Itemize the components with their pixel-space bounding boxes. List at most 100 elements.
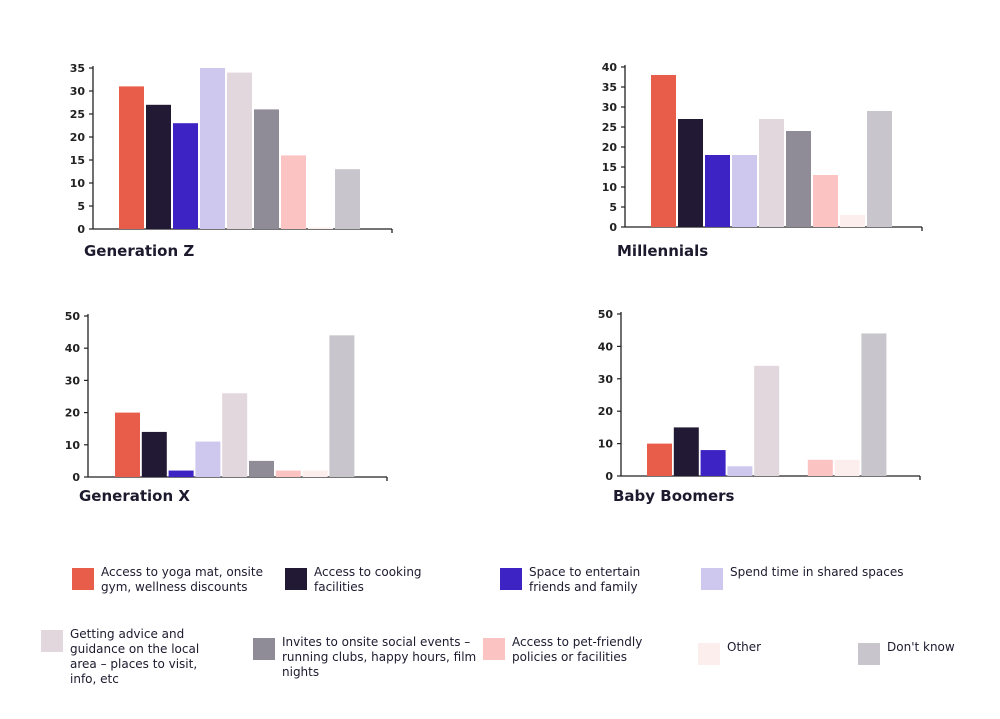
chart-title: Generation X [79,487,190,505]
y-tick-label: 50 [65,310,81,323]
bar-5 [759,119,784,227]
y-tick-label: 25 [602,121,617,134]
y-tick-label: 35 [602,81,617,94]
legend-item-9: Don't know [858,640,978,665]
legend-swatch [701,568,723,590]
bar-1 [651,75,676,227]
bar-9 [335,169,360,229]
y-tick-label: 20 [70,131,86,144]
bar-2 [678,119,703,227]
y-tick-label: 0 [609,221,617,234]
chart-millennials: 0 5 10 15 20 25 30 35 40 Millennials [602,61,923,260]
bar-7 [807,459,833,476]
bar-1 [647,443,672,476]
legend-swatch [858,643,880,665]
bar-9 [867,111,892,227]
legend-label: Access to pet-friendly policies or facil… [512,635,643,664]
bar-7 [275,470,301,477]
y-tick-label: 30 [602,101,618,114]
y-tick-label: 0 [77,223,85,236]
y-tick-label: 10 [65,439,81,452]
y-tick-label: 5 [609,201,617,214]
y-tick-label: 10 [602,181,618,194]
y-tick-label: 35 [70,62,85,75]
chart-generation-z: 0 5 10 15 20 25 30 35 Generation Z [70,62,393,260]
bar-1 [119,86,144,230]
bar-7 [813,175,838,227]
y-tick-label: 40 [65,342,81,355]
bar-2 [673,427,699,476]
legend-swatch [72,568,94,590]
legend-item-4: Spend time in shared spaces [701,565,916,590]
bar-6 [249,460,274,477]
bar-4 [732,155,757,227]
legend-item-8: Other [698,640,818,665]
y-tick-label: 0 [605,470,613,483]
legend-item-6: Invites to onsite social events – runnin… [253,635,478,680]
legend-label: Getting advice and guidance on the local… [70,627,200,686]
y-tick-label: 30 [65,374,81,387]
y-tick-label: 40 [598,340,614,353]
bar-6 [254,109,279,229]
bar-9 [861,333,887,476]
bar-8 [834,459,860,476]
bar-3 [705,155,730,227]
bar-2 [146,104,171,229]
legend-item-3: Space to entertain friends and family [500,565,660,595]
y-tick-label: 40 [602,61,618,74]
bar-2 [141,431,167,477]
bar-8 [302,470,328,477]
y-tick-label: 30 [70,85,86,98]
legend-label: Other [727,640,762,654]
y-tick-label: 15 [70,154,85,167]
y-tick-label: 20 [65,407,81,420]
y-tick-label: 20 [602,141,618,154]
legend-item-1: Access to yoga mat, onsite gym, wellness… [72,565,272,595]
legend-swatch [41,630,63,652]
legend-label: Access to cooking facilities [314,565,422,594]
chart-baby-boomers: 0 10 20 30 40 50 Baby Boomers [598,308,921,505]
bar-5 [222,393,248,477]
legend-item-5: Getting advice and guidance on the local… [41,627,211,687]
y-tick-label: 30 [598,373,614,386]
bar-1 [115,412,140,477]
bar-3 [168,470,194,477]
chart-title: Generation Z [84,242,194,260]
bar-5 [227,72,252,229]
chart-title: Millennials [617,242,708,260]
bar-7 [281,155,306,229]
bar-8 [308,227,333,229]
bar-4 [195,441,221,477]
bar-4 [200,68,225,229]
legend-swatch [698,643,720,665]
y-tick-label: 25 [70,108,85,121]
legend-label: Don't know [887,640,955,654]
y-tick-label: 50 [598,308,614,321]
y-tick-label: 10 [598,438,614,451]
bar-3 [700,450,726,476]
bar-6 [786,131,811,227]
bar-8 [840,215,865,227]
y-tick-label: 10 [70,177,86,190]
legend-swatch [285,568,307,590]
y-tick-label: 5 [77,200,85,213]
legend-item-7: Access to pet-friendly policies or facil… [483,635,673,665]
y-tick-label: 15 [602,161,617,174]
bar-4 [727,466,753,476]
y-tick-label: 20 [598,405,614,418]
bar-3 [173,123,198,229]
legend-item-2: Access to cooking facilities [285,565,455,595]
chart-generation-x: 0 10 20 30 40 50 Generation X [65,310,388,505]
legend-label: Access to yoga mat, onsite gym, wellness… [101,565,263,594]
legend-swatch [253,638,275,660]
legend-label: Invites to onsite social events – runnin… [282,635,477,679]
bar-5 [754,365,780,476]
legend-swatch [500,568,522,590]
y-tick-label: 0 [72,471,80,484]
legend-label: Spend time in shared spaces [730,565,904,579]
legend-label: Space to entertain friends and family [529,565,641,594]
bar-9 [329,335,355,477]
chart-title: Baby Boomers [613,487,735,505]
legend-swatch [483,638,505,660]
